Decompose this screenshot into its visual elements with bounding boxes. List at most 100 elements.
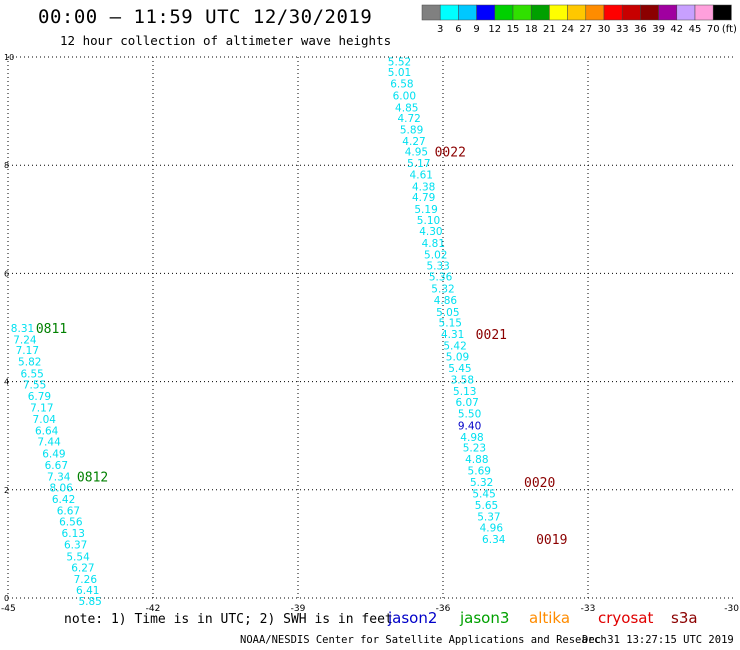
swh-value-label: 7.17 <box>16 345 39 357</box>
swh-value-label: 5.02 <box>424 249 447 261</box>
y-tick-label: 0 <box>4 594 9 603</box>
swh-value-label: 6.00 <box>393 90 416 102</box>
colorbar-swatch <box>658 4 678 21</box>
colorbar-swatch <box>603 4 623 21</box>
swh-value-label: 6.55 <box>20 368 43 380</box>
swh-value-label: 5.36 <box>429 272 453 284</box>
credit-line: NOAA/NESDIS Center for Satellite Applica… <box>240 634 607 646</box>
swh-value-label: 6.07 <box>455 397 478 409</box>
colorbar-tick-label: 42 <box>670 24 683 35</box>
swh-value-label: 4.79 <box>412 192 435 204</box>
swh-value-label: 5.01 <box>388 67 411 79</box>
colorbar-swatch <box>621 4 641 21</box>
legend-cryosat: cryosat <box>598 609 654 627</box>
swh-value-label: 9.40 <box>458 420 481 432</box>
time-label: 0019 <box>536 533 567 548</box>
swh-value-label: 6.49 <box>42 449 65 461</box>
swh-value-label: 4.30 <box>419 226 442 238</box>
swh-value-label: 5.52 <box>388 56 411 68</box>
colorbar-tick-label: 15 <box>507 24 520 35</box>
legend-s3a: s3a <box>671 609 698 627</box>
swh-value-label: 4.38 <box>412 181 435 193</box>
colorbar-swatch <box>421 4 441 21</box>
swh-value-label: 5.32 <box>470 477 493 489</box>
colorbar-swatch <box>585 4 605 21</box>
swh-value-label: 5.85 <box>78 596 101 608</box>
swh-value-label: 7.04 <box>33 414 57 426</box>
chart-title: 00:00 – 11:59 UTC 12/30/2019 <box>38 6 373 28</box>
chart-subtitle: 12 hour collection of altimeter wave hei… <box>60 33 392 48</box>
swh-value-label: 6.27 <box>71 563 94 575</box>
y-tick-label: 6 <box>4 269 9 278</box>
swh-value-label: 6.67 <box>45 460 68 472</box>
swh-value-label: 5.50 <box>458 409 481 421</box>
swh-value-label: 3.58 <box>451 374 474 386</box>
time-label: 0811 <box>36 322 67 337</box>
swh-value-label: 4.86 <box>434 295 458 307</box>
swh-value-label: 4.61 <box>410 169 433 181</box>
swh-value-label: 4.98 <box>460 432 483 444</box>
swh-value-label: 6.42 <box>52 494 75 506</box>
swh-value-label: 5.82 <box>18 357 41 369</box>
time-label: 0812 <box>77 470 108 485</box>
y-tick-label: 2 <box>4 486 9 495</box>
colorbar-swatch <box>476 4 496 21</box>
swh-value-label: 4.81 <box>422 238 445 250</box>
swh-value-label: 4.31 <box>441 329 464 341</box>
colorbar-swatch <box>640 4 659 21</box>
colorbar-tick-label: 39 <box>652 24 665 35</box>
colorbar-swatch <box>494 4 514 21</box>
colorbar-swatch <box>567 4 587 21</box>
swh-value-label: 5.05 <box>436 307 459 319</box>
x-tick-label: -42 <box>146 604 161 614</box>
swh-value-label: 6.13 <box>62 528 85 540</box>
colorbar-swatch <box>549 4 568 21</box>
legend-jason2: jason2 <box>388 609 438 627</box>
swh-value-label: 4.95 <box>405 147 428 159</box>
swh-value-label: 5.45 <box>448 363 471 375</box>
x-tick-label: -33 <box>581 604 596 614</box>
colorbar-swatch <box>712 4 732 21</box>
swh-value-label: 6.67 <box>57 505 80 517</box>
swh-value-label: 4.88 <box>465 454 488 466</box>
swh-value-label: 4.27 <box>402 136 425 148</box>
colorbar-tick-label: 9 <box>473 24 479 35</box>
colorbar-tick-label: 27 <box>579 24 592 35</box>
swh-value-label: 5.89 <box>400 124 423 136</box>
colorbar-tick-label: 18 <box>525 24 538 35</box>
swh-value-label: 6.64 <box>35 425 59 437</box>
x-tick-label: -30 <box>724 604 739 614</box>
swh-value-label: 6.41 <box>76 585 99 597</box>
swh-value-label: 5.42 <box>443 340 466 352</box>
swh-value-label: 7.17 <box>30 403 53 415</box>
generated-timestamp: Dec 31 13:27:15 UTC 2019 <box>582 634 734 646</box>
time-label: 0021 <box>476 328 507 343</box>
swh-value-label: 8.31 <box>11 323 34 335</box>
footnote: note: 1) Time is in UTC; 2) SWH is in fe… <box>64 612 393 627</box>
swh-value-label: 6.37 <box>64 539 87 551</box>
swh-value-label: 6.34 <box>482 534 506 546</box>
colorbar-unit-label: (ft) <box>722 24 737 35</box>
legend-jason3: jason3 <box>460 609 510 627</box>
swh-value-label: 5.10 <box>417 215 440 227</box>
swh-value-label: 5.69 <box>468 465 491 477</box>
colorbar-tick-label: 36 <box>634 24 647 35</box>
x-tick-label: -39 <box>291 604 306 614</box>
y-tick-label: 8 <box>4 161 9 170</box>
swh-value-label: 5.32 <box>431 284 454 296</box>
swh-value-label: 6.56 <box>59 517 83 529</box>
colorbar-tick-label: 3 <box>437 24 443 35</box>
swh-value-label: 4.96 <box>480 523 504 535</box>
colorbar-swatch <box>458 4 477 21</box>
time-label: 0020 <box>524 476 555 491</box>
colorbar-tick-label: 33 <box>616 24 629 35</box>
x-tick-label: -45 <box>1 604 16 614</box>
colorbar-swatch <box>694 4 714 21</box>
swh-value-label: 6.79 <box>28 391 51 403</box>
swh-value-label: 7.55 <box>23 379 46 391</box>
colorbar-swatch <box>530 4 550 21</box>
y-tick-label: 10 <box>4 53 14 62</box>
colorbar-tick-label: 24 <box>561 24 574 35</box>
swh-value-label: 4.72 <box>397 113 420 125</box>
